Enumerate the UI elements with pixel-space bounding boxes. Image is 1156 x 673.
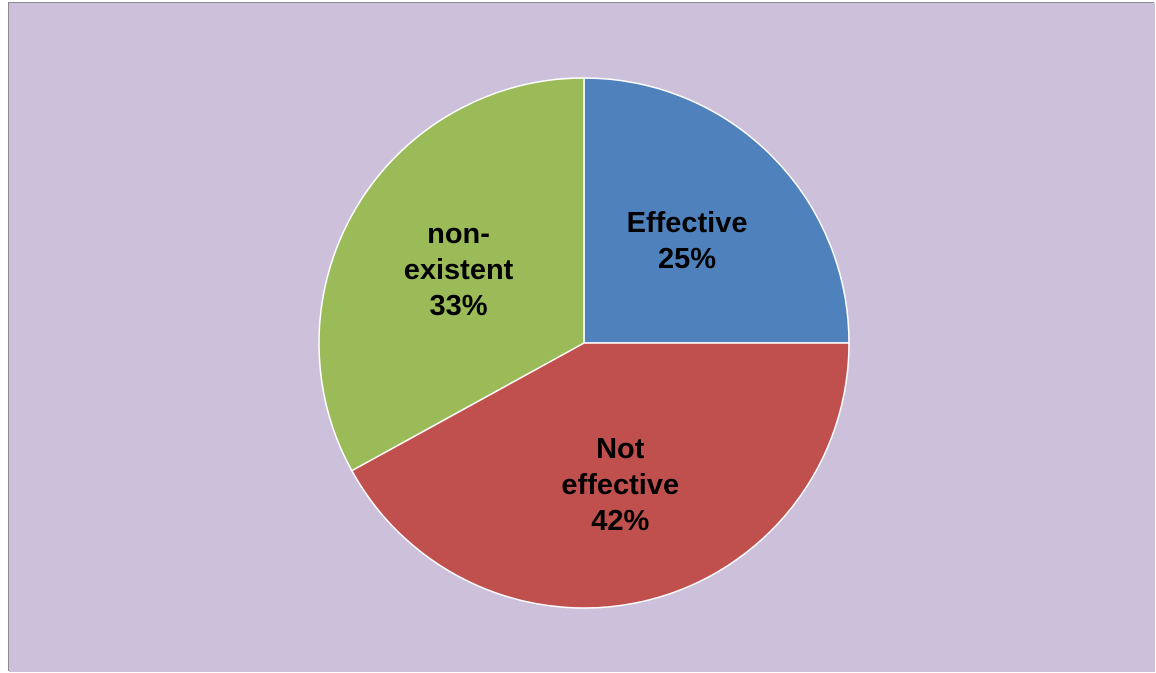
pie-slice-2 xyxy=(318,77,585,472)
pie-chart: Effective 25% Not effective 42% non-existent 3… xyxy=(9,3,1155,672)
pie-slice-0 xyxy=(583,77,850,344)
slice-category-label: Effective xyxy=(627,207,748,239)
slice-value-label: 25% xyxy=(658,243,716,275)
slice-label-1: Not effective 42% xyxy=(561,433,679,537)
slice-label-2: non-existent 33% xyxy=(404,218,514,322)
slice-category-label: existent xyxy=(404,254,514,286)
slice-label-0: Effective 25% xyxy=(627,207,748,275)
slice-category-label: Not xyxy=(596,433,645,465)
slice-category-label: effective xyxy=(561,469,679,501)
pie-slice-1 xyxy=(350,342,850,609)
slice-category-label: non- xyxy=(427,218,490,250)
chart-frame: Effective 25% Not effective 42% non-existent 3… xyxy=(8,2,1155,672)
slice-value-label: 42% xyxy=(591,505,649,537)
slice-value-label: 33% xyxy=(430,290,488,322)
